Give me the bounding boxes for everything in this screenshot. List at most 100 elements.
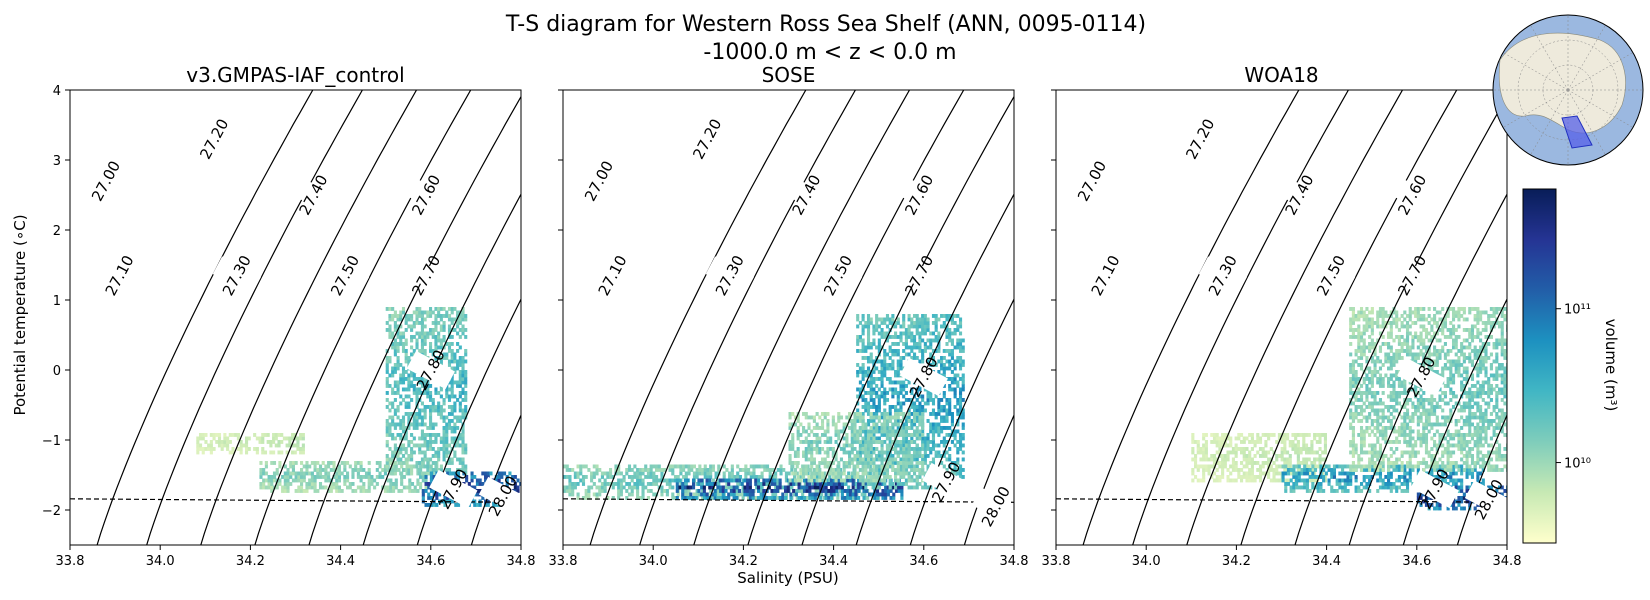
histogram-cell xyxy=(445,415,449,420)
histogram-cell xyxy=(581,475,586,479)
histogram-cell xyxy=(791,436,795,441)
histogram-cell xyxy=(432,475,436,479)
histogram-cell xyxy=(866,342,871,346)
histogram-cell xyxy=(850,443,854,448)
histogram-cell xyxy=(915,461,919,465)
histogram-cell xyxy=(402,485,406,490)
histogram-cell xyxy=(327,475,331,479)
histogram-cell xyxy=(1288,464,1292,469)
histogram-cell xyxy=(885,412,890,416)
histogram-cell xyxy=(426,394,430,399)
histogram-cell xyxy=(1460,468,1464,472)
histogram-cell xyxy=(902,429,906,434)
histogram-cell xyxy=(290,443,295,448)
histogram-cell xyxy=(915,412,919,416)
histogram-cell xyxy=(896,398,900,402)
histogram-cell xyxy=(812,471,816,476)
histogram-cell xyxy=(394,485,398,490)
histogram-cell xyxy=(918,317,922,322)
histogram-cell xyxy=(856,471,860,476)
histogram-cell xyxy=(910,461,914,465)
histogram-cell xyxy=(904,436,908,441)
histogram-cell xyxy=(808,489,812,493)
histogram-cell xyxy=(458,436,462,441)
histogram-cell xyxy=(937,338,941,343)
histogram-cell xyxy=(1286,482,1291,486)
histogram-cell xyxy=(401,310,406,315)
histogram-cell xyxy=(1351,373,1355,378)
histogram-cell xyxy=(434,468,438,472)
histogram-cell xyxy=(1245,464,1249,469)
histogram-cell xyxy=(416,482,420,486)
histogram-cell xyxy=(1346,482,1350,486)
histogram-cell xyxy=(883,331,887,336)
histogram-cell xyxy=(717,492,721,497)
histogram-cell xyxy=(450,335,454,339)
histogram-cell xyxy=(757,475,761,479)
histogram-cell xyxy=(410,464,414,469)
histogram-cell xyxy=(847,471,851,476)
histogram-cell xyxy=(1292,489,1296,493)
histogram-cell xyxy=(849,475,853,479)
histogram-cell xyxy=(896,419,900,423)
histogram-cell xyxy=(1288,454,1292,458)
histogram-cell xyxy=(426,426,430,430)
histogram-cell xyxy=(912,338,917,343)
histogram-cell xyxy=(888,408,892,413)
histogram-cell xyxy=(590,485,594,490)
histogram-cell xyxy=(1295,464,1299,469)
histogram-cell xyxy=(464,468,468,472)
histogram-cell xyxy=(327,464,331,469)
histogram-cell xyxy=(1330,485,1334,490)
histogram-cell xyxy=(388,422,392,427)
histogram-cell xyxy=(719,478,723,483)
histogram-cell xyxy=(346,471,350,476)
histogram-cell xyxy=(453,370,457,374)
histogram-cell xyxy=(806,496,810,500)
histogram-cell xyxy=(858,349,862,353)
histogram-cell xyxy=(907,328,911,332)
histogram-cell xyxy=(912,335,917,339)
histogram-cell xyxy=(259,471,263,476)
histogram-cell xyxy=(958,345,963,350)
histogram-cell xyxy=(802,468,806,472)
histogram-cell xyxy=(872,436,876,441)
histogram-cell xyxy=(447,387,452,392)
histogram-cell xyxy=(961,436,965,441)
histogram-cell xyxy=(1316,475,1320,479)
histogram-cell xyxy=(1284,471,1288,476)
histogram-cell xyxy=(918,387,922,392)
histogram-cell xyxy=(313,468,317,472)
histogram-cell xyxy=(1349,321,1353,325)
histogram-cell xyxy=(1307,450,1311,455)
histogram-cell xyxy=(958,331,963,336)
histogram-cell xyxy=(1346,475,1350,479)
histogram-cell xyxy=(721,478,725,483)
histogram-cell xyxy=(864,485,868,490)
histogram-cell xyxy=(426,457,430,462)
histogram-cell xyxy=(420,401,424,406)
histogram-cell xyxy=(910,317,914,322)
histogram-cell xyxy=(391,422,395,427)
histogram-cell xyxy=(649,471,653,476)
histogram-cell xyxy=(423,415,427,420)
histogram-cell xyxy=(1346,464,1350,469)
histogram-cell xyxy=(858,387,862,392)
histogram-cell xyxy=(730,468,734,472)
histogram-cell xyxy=(888,436,892,441)
histogram-cell xyxy=(447,359,452,364)
histogram-cell xyxy=(915,468,919,472)
histogram-cell xyxy=(1405,485,1410,490)
histogram-cell xyxy=(1215,440,1219,444)
histogram-cell xyxy=(691,482,696,486)
histogram-cell xyxy=(686,485,690,490)
histogram-cell xyxy=(327,478,331,483)
histogram-cell xyxy=(894,422,898,427)
x-tick-label: 33.8 xyxy=(56,554,85,569)
histogram-cell xyxy=(815,440,819,444)
histogram-cell xyxy=(1258,454,1263,458)
histogram-cell xyxy=(415,342,419,346)
histogram-cell xyxy=(1240,450,1244,455)
histogram-cell xyxy=(815,436,819,441)
histogram-cell xyxy=(918,461,922,465)
